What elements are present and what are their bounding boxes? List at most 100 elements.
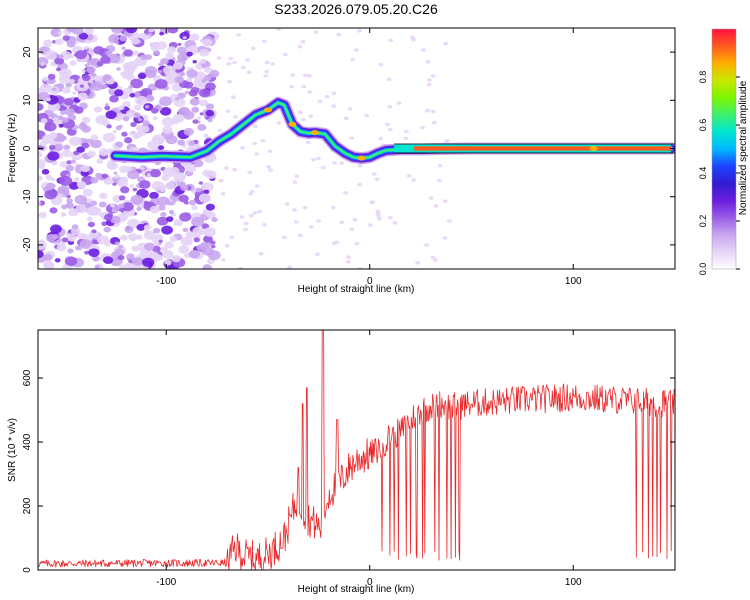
noise-speck bbox=[228, 56, 234, 61]
noise-speck bbox=[415, 261, 421, 265]
noise-speck bbox=[297, 110, 303, 115]
snr-ytick-label: 600 bbox=[22, 369, 33, 386]
noise-speck bbox=[264, 60, 270, 65]
noise-speck bbox=[188, 140, 196, 146]
snr-ytick-label: 400 bbox=[22, 433, 33, 450]
noise-speck bbox=[261, 222, 267, 227]
noise-speck bbox=[238, 266, 244, 269]
noise-speck bbox=[239, 215, 245, 219]
noise-speck bbox=[198, 193, 212, 203]
noise-speck bbox=[339, 161, 345, 166]
snr-xtick-label: -100 bbox=[156, 577, 176, 588]
noise-speck bbox=[109, 203, 116, 208]
noise-speck bbox=[169, 235, 178, 242]
spectrogram-xtick-label: -100 bbox=[156, 276, 176, 287]
noise-speck bbox=[173, 61, 183, 70]
noise-speck bbox=[136, 223, 146, 231]
noise-speck bbox=[444, 138, 450, 143]
noise-speck bbox=[129, 184, 135, 188]
noise-speck bbox=[288, 84, 294, 89]
noise-speck bbox=[87, 221, 95, 228]
noise-speck bbox=[387, 127, 393, 132]
snr-y-ticks: 0 200 400 600 bbox=[22, 369, 675, 573]
noise-speck bbox=[108, 34, 120, 43]
noise-speck bbox=[102, 74, 112, 81]
noise-speck bbox=[196, 244, 205, 251]
noise-speck bbox=[117, 203, 125, 209]
noise-speck bbox=[161, 225, 173, 235]
snr-x-label: Height of straight line (km) bbox=[298, 584, 415, 595]
noise-speck bbox=[132, 187, 138, 192]
noise-speck bbox=[69, 54, 75, 59]
noise-speck bbox=[65, 164, 75, 172]
noise-speck bbox=[144, 105, 150, 109]
noise-speck bbox=[171, 255, 181, 263]
noise-speck bbox=[387, 105, 393, 109]
noise-speck bbox=[51, 233, 60, 240]
noise-speck bbox=[68, 208, 79, 217]
noise-speck bbox=[57, 185, 70, 195]
noise-speck bbox=[105, 110, 117, 120]
noise-speck bbox=[88, 248, 100, 258]
noise-speck bbox=[114, 174, 120, 179]
noise-speck bbox=[120, 213, 129, 221]
noise-speck bbox=[281, 235, 287, 240]
noise-speck bbox=[336, 32, 342, 37]
noise-speck bbox=[313, 30, 319, 34]
noise-speck bbox=[203, 133, 209, 138]
noise-speck bbox=[433, 204, 439, 208]
colorbar-tick-label: 0.8 bbox=[698, 71, 708, 84]
noise-speck bbox=[192, 226, 205, 237]
noise-speck bbox=[94, 264, 100, 269]
noise-speck bbox=[252, 124, 258, 129]
spectral-ridge bbox=[109, 96, 675, 165]
noise-speck bbox=[162, 250, 174, 259]
noise-speck bbox=[131, 246, 136, 250]
noise-speck bbox=[205, 103, 215, 110]
colorbar-label: Normalized spectral amplitude bbox=[738, 80, 749, 215]
noise-speck bbox=[349, 227, 355, 232]
noise-speck bbox=[203, 66, 213, 74]
noise-speck bbox=[211, 217, 218, 223]
noise-speck bbox=[74, 245, 82, 251]
noise-speck bbox=[184, 90, 190, 95]
noise-speck bbox=[61, 149, 72, 158]
noise-speck bbox=[57, 115, 64, 121]
noise-speck bbox=[306, 74, 312, 78]
noise-speck bbox=[119, 234, 128, 241]
noise-speck bbox=[199, 48, 210, 57]
noise-speck bbox=[172, 113, 185, 123]
noise-speck bbox=[93, 106, 103, 113]
noise-speck bbox=[144, 69, 157, 79]
noise-speck bbox=[210, 244, 216, 249]
noise-speck bbox=[125, 61, 138, 71]
noise-speck bbox=[136, 125, 146, 132]
noise-speck bbox=[268, 168, 274, 173]
noise-speck bbox=[133, 112, 140, 117]
noise-speck bbox=[101, 173, 108, 179]
noise-speck bbox=[287, 265, 293, 269]
noise-speck bbox=[74, 194, 87, 205]
ridge-hotspot bbox=[357, 155, 366, 161]
noise-speck bbox=[139, 166, 144, 171]
noise-speck bbox=[39, 141, 48, 147]
noise-speck bbox=[430, 109, 436, 114]
noise-speck bbox=[180, 236, 193, 247]
noise-speck bbox=[350, 57, 356, 62]
noise-speck bbox=[182, 36, 187, 40]
noise-speck bbox=[90, 177, 99, 184]
snr-panel: -100 0 100 0 200 400 600 Height of straight l… bbox=[7, 329, 676, 595]
noise-speck bbox=[179, 184, 189, 191]
noise-speck bbox=[176, 46, 187, 55]
noise-speck bbox=[102, 256, 114, 265]
noise-speck bbox=[267, 149, 273, 154]
noise-speck bbox=[345, 260, 351, 264]
noise-speck bbox=[49, 207, 58, 214]
noise-speck bbox=[164, 259, 172, 266]
noise-speck bbox=[247, 170, 253, 175]
noise-speck bbox=[79, 239, 93, 249]
noise-speck bbox=[260, 138, 266, 143]
noise-speck bbox=[179, 212, 192, 222]
noise-speck bbox=[210, 240, 216, 245]
noise-speck bbox=[371, 172, 377, 176]
